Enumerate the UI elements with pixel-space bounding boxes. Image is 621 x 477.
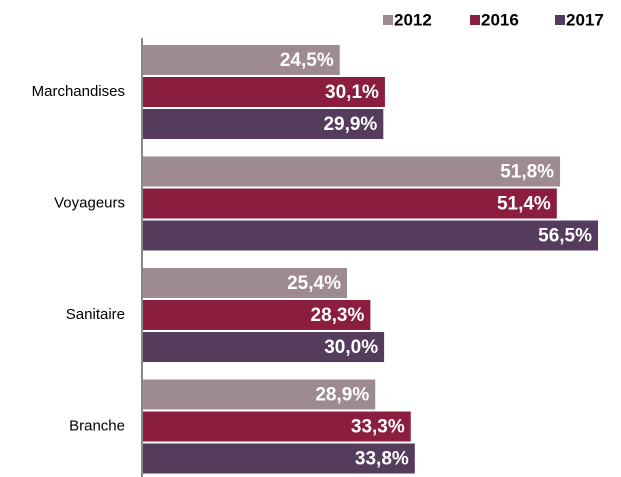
bar: [142, 300, 371, 330]
value-label: 30,1%: [325, 82, 379, 103]
value-label: 30,0%: [324, 337, 378, 358]
legend-label: 2017: [566, 10, 604, 29]
bar: [142, 156, 561, 187]
value-label: 29,9%: [323, 114, 377, 135]
bar: [142, 332, 385, 362]
value-label: 51,4%: [497, 194, 551, 215]
legend-label: 2012: [394, 10, 432, 29]
bar: [142, 411, 411, 442]
bar: [142, 220, 598, 251]
bar: [142, 268, 347, 298]
bar: [142, 188, 557, 219]
value-label: 51,8%: [500, 162, 554, 183]
category-label: Voyageurs: [54, 194, 125, 211]
value-label: 33,8%: [355, 449, 409, 470]
bar: [142, 45, 340, 75]
legend-swatch: [555, 15, 565, 25]
legend-label: 2016: [481, 10, 519, 29]
bar: [142, 443, 415, 474]
bar: [142, 379, 376, 410]
legend-swatch: [470, 15, 480, 25]
value-label: 56,5%: [538, 226, 592, 247]
value-label: 28,3%: [311, 305, 365, 326]
category-label: Marchandises: [32, 83, 125, 100]
value-label: 28,9%: [315, 385, 369, 406]
legend-swatch: [383, 15, 393, 25]
value-label: 24,5%: [280, 50, 334, 71]
bar: [142, 109, 384, 139]
value-label: 25,4%: [287, 273, 341, 294]
value-label: 33,3%: [351, 417, 405, 438]
category-label: Branche: [69, 417, 125, 434]
category-label: Sanitaire: [66, 306, 125, 323]
bar: [142, 77, 385, 107]
